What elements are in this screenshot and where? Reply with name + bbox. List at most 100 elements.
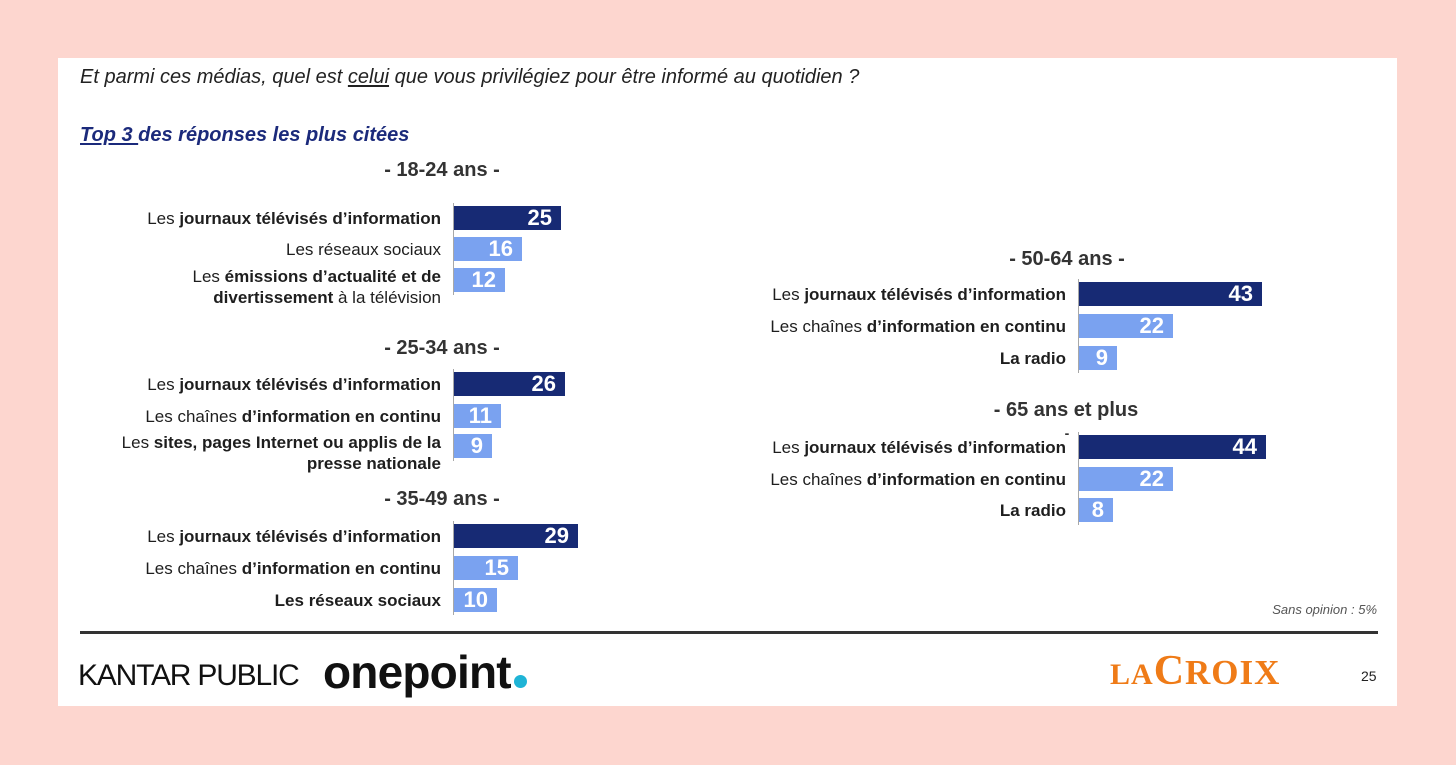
- bar-value-label: 12: [471, 267, 496, 292]
- bar: 16: [454, 237, 522, 261]
- bar-label-text: Les: [121, 432, 154, 452]
- slide-panel: [58, 58, 1397, 706]
- onepoint-dot-icon: .: [513, 675, 527, 688]
- bar-label-text: à la télévision: [333, 287, 441, 307]
- bar: 9: [1079, 346, 1117, 370]
- bar-label: Les chaînes d’information en continu: [726, 316, 1066, 337]
- question-underlined-word: celui: [347, 66, 390, 88]
- bar-value-label: 26: [531, 371, 556, 396]
- bar-label-emphasis: d’information en continu: [866, 316, 1066, 336]
- bar-value-label: 11: [468, 403, 492, 428]
- bar-label-emphasis: journaux télévisés d’information: [179, 374, 441, 394]
- bar-value-label: 9: [470, 433, 483, 458]
- bar-label: La radio: [726, 500, 1066, 521]
- question-part: que vous privilégiez pour être informé a…: [389, 66, 860, 88]
- bar: 8: [1079, 498, 1113, 522]
- bar: 11: [454, 404, 501, 428]
- chart-axis-line: [453, 521, 454, 615]
- bar-label-text: Les: [192, 266, 225, 286]
- bar-value-label: 22: [1139, 466, 1164, 491]
- bar-label-text: Les: [147, 374, 180, 394]
- bar-label-text: Les chaînes: [145, 406, 242, 426]
- bar-label-text: Les: [772, 284, 805, 304]
- bar-label-emphasis: émissions d’actualité et de divertisseme…: [213, 266, 441, 307]
- bar: 26: [454, 372, 565, 396]
- subtitle-underlined: Top 3: [80, 124, 139, 146]
- chart-axis-line: [1078, 432, 1079, 525]
- bar-value-label: 44: [1232, 434, 1257, 459]
- bar-label-emphasis: d’information en continu: [866, 469, 1066, 489]
- bar-label-emphasis: d’information en continu: [241, 558, 441, 578]
- bar-label-emphasis: journaux télévisés d’information: [179, 526, 441, 546]
- bar-label: Les chaînes d’information en continu: [101, 558, 441, 579]
- chart-title: - 18-24 ans -: [384, 159, 500, 181]
- bar-label: Les journaux télévisés d’information: [101, 374, 441, 395]
- bar-label-emphasis: La radio: [999, 500, 1066, 520]
- bar-value-label: 22: [1139, 313, 1164, 338]
- bar-label: Les journaux télévisés d’information: [101, 526, 441, 547]
- page-number: 25: [1361, 668, 1377, 684]
- bar: 29: [454, 524, 578, 548]
- bar-value-label: 43: [1228, 281, 1253, 306]
- chart-title: - 50-64 ans -: [1009, 248, 1125, 270]
- bar-label-emphasis: journaux télévisés d’information: [179, 208, 441, 228]
- bar: 9: [454, 434, 492, 458]
- chart-axis-line: [1078, 279, 1079, 373]
- bar-label-emphasis: d’information en continu: [241, 406, 441, 426]
- subtitle-text: des réponses les plus citées: [138, 124, 410, 146]
- bar-value-label: 15: [484, 555, 509, 580]
- bar: 43: [1079, 282, 1262, 306]
- chart-title-tail: -: [1064, 425, 1070, 441]
- bar-value-label: 29: [544, 523, 569, 548]
- chart-axis-line: [453, 203, 454, 295]
- bar-label: Les réseaux sociaux: [286, 239, 441, 259]
- bar-label: Les chaînes d’information en continu: [101, 406, 441, 427]
- chart-axis-line: [453, 369, 454, 461]
- bar-value-label: 16: [488, 236, 513, 261]
- footer-divider: [80, 631, 1378, 634]
- bar: 25: [454, 206, 561, 230]
- bar-label-text: Les chaînes: [770, 469, 867, 489]
- bar-label-text: Les: [147, 526, 180, 546]
- footnote-sans-opinion: Sans opinion : 5%: [1272, 602, 1377, 617]
- bar-label-emphasis: La radio: [999, 348, 1066, 368]
- bar-label-text: Les chaînes: [145, 558, 242, 578]
- la-croix-logo-la: LA: [1110, 658, 1154, 691]
- bar-label-emphasis: sites, pages Internet ou applis de la pr…: [153, 432, 441, 473]
- bar-label: Les chaînes d’information en continu: [726, 469, 1066, 490]
- bar-label-text: Les: [147, 208, 180, 228]
- bar-label: Les journaux télévisés d’information: [726, 284, 1066, 305]
- la-croix-logo: LA C ROIX: [1110, 649, 1280, 697]
- bar-label: Les émissions d’actualité et de divertis…: [101, 266, 442, 308]
- bar-value-label: 9: [1095, 345, 1108, 370]
- chart-title: - 65 ans et plus: [993, 399, 1139, 421]
- bar-label: Les journaux télévisés d’information: [101, 208, 441, 229]
- question-text: Et parmi ces médias, quel est celui que …: [80, 65, 859, 89]
- bar-label: Les réseaux sociaux: [101, 590, 441, 611]
- bar-label-emphasis: journaux télévisés d’information: [804, 284, 1066, 304]
- bar-value-label: 10: [463, 587, 488, 612]
- la-croix-logo-roix: ROIX: [1185, 653, 1281, 692]
- bar: 12: [454, 268, 505, 292]
- kantar-public-logo: KANTAR PUBLIC: [78, 659, 300, 692]
- bar-value-label: 8: [1091, 497, 1104, 522]
- bar-label-text: Les: [772, 437, 805, 457]
- onepoint-logo-text: onepoint: [323, 646, 512, 698]
- bar-value-label: 25: [527, 205, 552, 230]
- bar-label: Les journaux télévisés d’information: [726, 437, 1066, 458]
- section-subtitle: Top 3 des réponses les plus citées: [80, 123, 409, 147]
- chart-title: - 25-34 ans -: [384, 337, 500, 359]
- bar: 22: [1079, 314, 1173, 338]
- bar: 10: [454, 588, 497, 612]
- bar: 15: [454, 556, 518, 580]
- bar-label: Les sites, pages Internet ou applis de l…: [101, 432, 441, 474]
- chart-title: - 35-49 ans -: [384, 488, 500, 510]
- bar-label-emphasis: Les réseaux sociaux: [274, 590, 441, 610]
- bar-label-text: Les chaînes: [770, 316, 867, 336]
- bar: 44: [1079, 435, 1266, 459]
- la-croix-logo-c: C: [1153, 648, 1186, 694]
- question-part: Et parmi ces médias, quel est: [80, 66, 348, 88]
- bar-label-emphasis: journaux télévisés d’information: [804, 437, 1066, 457]
